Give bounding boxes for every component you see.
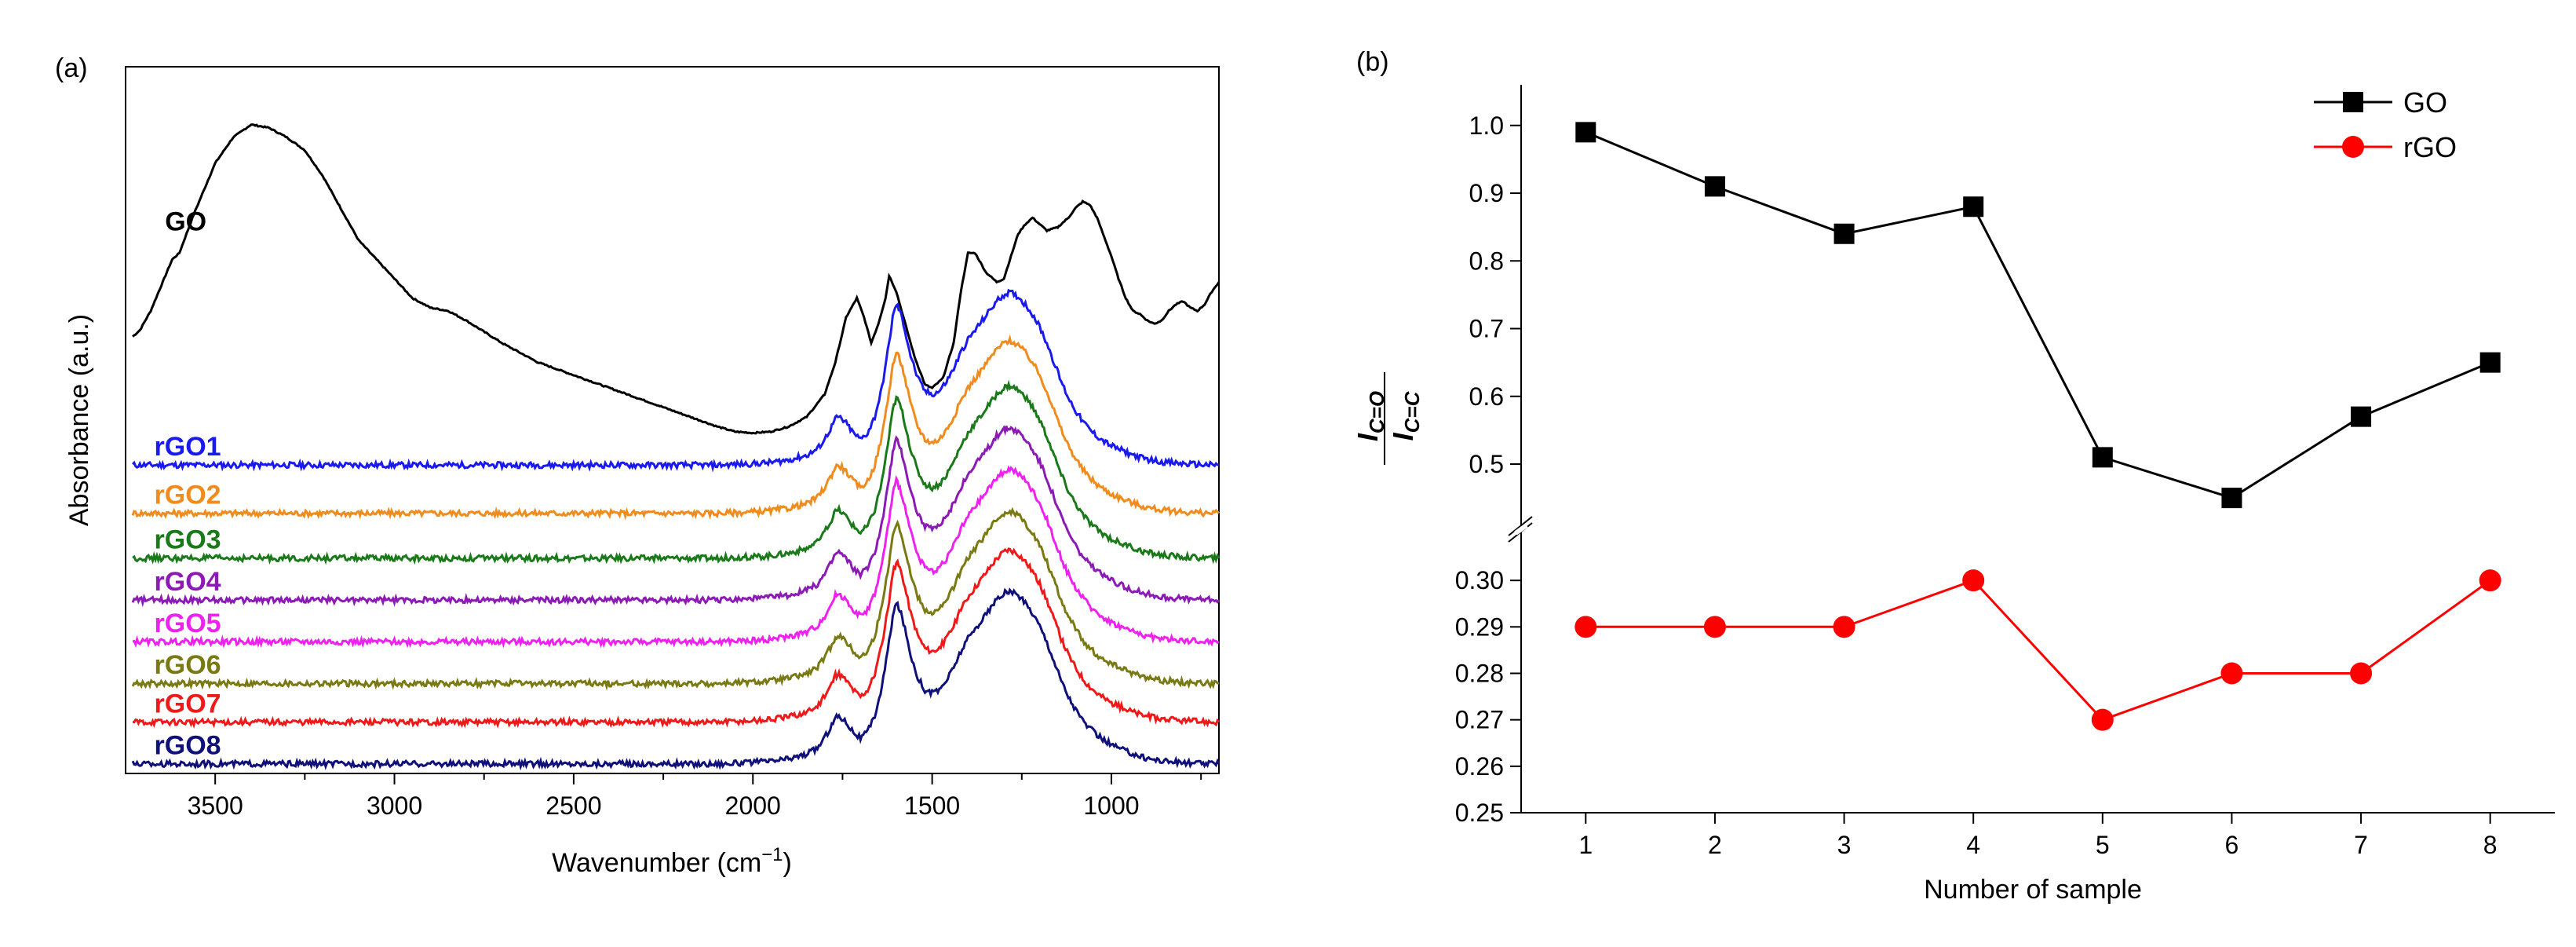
legend-go-marker: [2343, 92, 2363, 112]
panel-b-x-axis: 1 2 3 4 5 6 7 8: [1578, 813, 2498, 859]
rgo-spectrum-label: rGO6: [155, 650, 221, 680]
y-tick-label: 0.29: [1455, 612, 1504, 641]
panel-b-upper-y-axis: 0.5 0.6 0.7 0.8 0.9 1.0: [1469, 112, 1521, 478]
panel-a-frame: [125, 66, 1220, 774]
panel-a-plot-area: GO rGO1 rGO2 rGO3 rGO4 rGO5 rGO6 rGO7 rGO8: [131, 123, 1220, 771]
rgo-spectrum-label: rGO4: [155, 567, 221, 597]
rgo-spectrum-line: [131, 587, 1220, 771]
panel-a: (a) GO rGO1 rGO2 rGO3 rGO4 rGO5 rGO6 rGO7 rGO8 3…: [55, 53, 1220, 878]
rgo-data-point: [1833, 616, 1855, 638]
go-spectrum-line: [132, 123, 1220, 435]
rgo-data-point: [1703, 616, 1726, 638]
rgo-spectrum-line: [131, 334, 1220, 521]
panel-a-x-axis: 3500 3000 2500 2000 1500 1000: [188, 773, 1202, 820]
y-tick-label: 0.5: [1469, 450, 1504, 478]
y-tick-label: 0.9: [1469, 179, 1504, 207]
panel-b-label: (b): [1356, 47, 1389, 77]
go-data-point: [1833, 223, 1855, 244]
panel-b-lower-y-axis: 0.25 0.26 0.27 0.28 0.29 0.30: [1455, 566, 1521, 827]
go-data-point: [2221, 488, 2242, 509]
rgo-spectrum-label: rGO7: [155, 689, 221, 718]
rgo-spectrum-line: [132, 288, 1220, 473]
rgo-spectrum-line: [131, 425, 1220, 608]
rgo-data-point: [1962, 569, 1985, 592]
x-tick-label: 8: [2483, 831, 2498, 859]
x-tick-label: 3: [1837, 831, 1852, 859]
rgo-spectrum-label: rGO8: [155, 730, 221, 760]
x-tick-label: 1500: [904, 792, 960, 820]
go-series-line: [1585, 131, 2491, 499]
panel-a-y-axis-title: Absorbance (a.u.): [64, 314, 94, 526]
x-tick-label: 3500: [188, 792, 243, 820]
rgo-spectrum-label: rGO3: [155, 525, 221, 555]
go-data-point: [1963, 196, 1984, 218]
ylabel-numerator: I: [1352, 433, 1384, 441]
y-tick-label: 1.0: [1469, 112, 1504, 140]
x-tick-label: 3000: [367, 792, 422, 820]
rgo-data-point: [1574, 616, 1597, 638]
y-tick-label: 0.26: [1455, 752, 1504, 781]
y-tick-label: 0.7: [1469, 315, 1504, 343]
rgo-data-point: [2220, 662, 2243, 685]
panel-a-label: (a): [55, 53, 88, 83]
rgo-data-point: [2350, 662, 2373, 685]
rgo-spectrum-line: [132, 547, 1220, 729]
svg-text:IC=O: IC=O: [1352, 391, 1388, 441]
panel-b-x-axis-title: Number of sample: [1924, 875, 2142, 905]
panel-b: (b) 0.50.60.70.80.91.0 0.250.260.270.280…: [1352, 47, 2555, 905]
rgo-series-line: [1585, 579, 2491, 722]
y-tick-label: 0.28: [1455, 660, 1504, 688]
panel-a-x-axis-title: Wavenumber (cm−1): [552, 844, 792, 878]
panel-b-plot-area: [1574, 122, 2501, 731]
legend-rgo-marker: [2342, 136, 2364, 158]
rgo-data-point: [2091, 708, 2114, 731]
rgo-spectrum-line: [132, 379, 1220, 565]
go-data-point: [1704, 176, 1725, 197]
panel-b-y-axis-title: IC=O IC=C: [1352, 372, 1424, 465]
rgo-spectrum-line: [132, 465, 1220, 649]
x-tick-label: 1: [1578, 831, 1593, 859]
rgo-spectrum-label: rGO5: [155, 609, 221, 638]
rgo-data-point: [2479, 569, 2501, 592]
ylabel-denominator: I: [1387, 432, 1419, 441]
go-data-point: [2479, 352, 2501, 373]
x-tick-label: 5: [2096, 831, 2110, 859]
go-spectrum-label: GO: [165, 207, 206, 237]
y-tick-label: 0.8: [1469, 247, 1504, 275]
legend-rgo-label: rGO: [2403, 131, 2457, 163]
y-tick-label: 0.6: [1469, 382, 1504, 411]
y-tick-label: 0.25: [1455, 799, 1504, 827]
y-tick-label: 0.27: [1455, 706, 1504, 734]
ylabel-denominator-sub: C=C: [1400, 390, 1424, 433]
go-data-point: [1575, 122, 1596, 143]
go-data-point: [2351, 406, 2372, 427]
svg-text:IC=C: IC=C: [1387, 390, 1424, 441]
x-tick-label: 6: [2225, 831, 2239, 859]
x-tick-label: 1000: [1083, 792, 1139, 820]
legend: GO rGO: [2314, 86, 2457, 163]
go-data-point: [2092, 447, 2113, 468]
axis-break-gap: [1514, 523, 1528, 536]
x-tick-label: 2: [1708, 831, 1722, 859]
legend-go-label: GO: [2403, 86, 2447, 119]
x-tick-label: 2000: [725, 792, 781, 820]
rgo-spectrum-label: rGO2: [155, 480, 221, 510]
rgo-spectrum-label: rGO1: [155, 432, 221, 462]
axis-break-mark: [1508, 516, 1533, 536]
x-tick-label: 4: [1966, 831, 1980, 859]
x-tick-label: 2500: [545, 792, 601, 820]
x-tick-label: 7: [2354, 831, 2368, 859]
y-tick-label: 0.30: [1455, 566, 1504, 594]
rgo-spectrum-line: [131, 506, 1220, 691]
